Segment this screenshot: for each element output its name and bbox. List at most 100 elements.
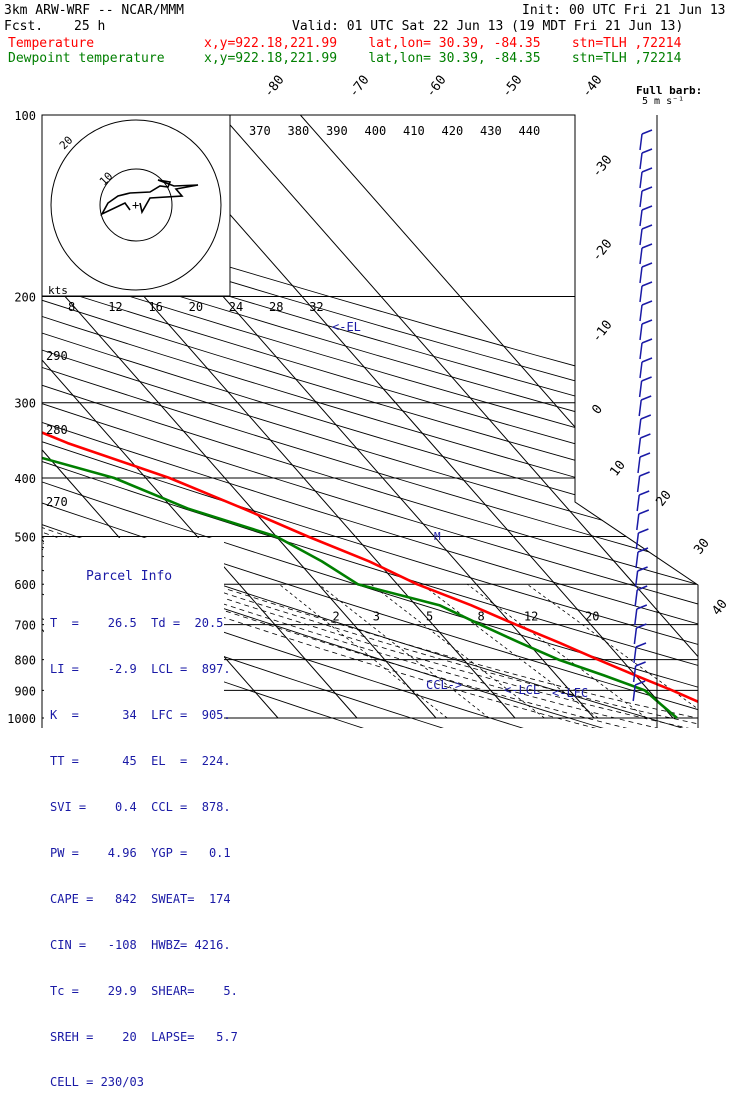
dry-adiabat — [42, 115, 698, 728]
wind-barb-flag — [638, 490, 650, 496]
init-time: Init: 00 UTC Fri 21 Jun 13 — [522, 3, 726, 18]
wind-barb-flag — [639, 471, 650, 477]
wind-barb — [633, 646, 637, 664]
dry-adiabat — [42, 115, 698, 728]
dry-adiabat — [42, 115, 452, 728]
pressure-tick-label: 700 — [14, 619, 36, 633]
el-marker: <-EL — [332, 320, 361, 334]
hodograph-units: kts — [48, 284, 68, 297]
wind-barb — [639, 209, 643, 227]
hodograph-speed-label: 8 — [68, 300, 75, 314]
pressure-tick-label: 800 — [14, 654, 36, 668]
isotherm-label: -30 — [589, 153, 615, 181]
wind-barb-flag — [640, 433, 651, 439]
hodograph-origin: + — [132, 198, 139, 212]
wind-barb — [632, 665, 637, 683]
theta-label: 440 — [519, 124, 541, 138]
wind-barb — [637, 437, 642, 455]
theta-label: 370 — [249, 124, 271, 138]
wind-barb — [639, 152, 643, 170]
mixing-ratio-label: 5 — [426, 610, 433, 624]
theta-label: 430 — [480, 124, 502, 138]
dry-adiabat-label: 270 — [46, 495, 68, 509]
dry-adiabat — [42, 115, 698, 728]
mixing-ratio-line — [466, 583, 647, 719]
wind-barb-flag — [641, 376, 652, 382]
dry-adiabat — [42, 115, 372, 728]
isotherm-line — [42, 115, 437, 719]
wind-barb — [639, 361, 643, 379]
wind-barb-flag — [641, 186, 653, 192]
mixing-ratio-label: 3 — [373, 610, 380, 624]
parcel-row: PW = 4.96 YGP = 0.1 — [50, 845, 231, 860]
wind-barb — [639, 323, 643, 341]
wind-barb — [639, 247, 643, 265]
barb-legend-title: Full barb: — [636, 84, 702, 97]
isotherm-line — [42, 115, 358, 719]
lfc-marker: <-LFC — [552, 686, 588, 700]
parcel-row: CIN = -108 HWBZ= 4216. — [50, 937, 231, 952]
moist-adiabat — [42, 296, 669, 728]
dry-adiabat — [42, 115, 698, 728]
dry-adiabat-label: 280 — [46, 423, 68, 437]
isotherm-line — [141, 115, 674, 719]
parcel-row: LI = -2.9 LCL = 897. — [50, 662, 231, 677]
isotherm-label: -40 — [579, 73, 605, 101]
model-title: 3km ARW-WRF -- NCAR/MMM — [4, 3, 185, 18]
wind-barb — [637, 456, 641, 474]
wind-barb-flag — [641, 243, 653, 249]
wind-barb — [639, 171, 643, 189]
isotherm-label: 30 — [691, 536, 712, 558]
hodograph-speed-label: 20 — [189, 300, 203, 314]
wind-barb — [639, 304, 643, 322]
mixing-ratio-label: 2 — [333, 610, 340, 624]
barb-legend-units: 5 m s⁻¹ — [642, 96, 684, 107]
pressure-tick-label: 900 — [14, 684, 36, 698]
hodograph-speed-label: 24 — [229, 300, 243, 314]
isotherm-label: -80 — [261, 73, 287, 101]
dry-adiabat — [42, 115, 698, 728]
wind-barb-flag — [641, 357, 653, 363]
parcel-row: TT = 45 EL = 224. — [50, 754, 231, 769]
dry-adiabat — [42, 115, 698, 728]
dry-adiabat — [42, 115, 698, 728]
wind-barb-flag — [641, 148, 653, 154]
hodograph-speed-label: 32 — [309, 300, 323, 314]
wind-barb — [639, 285, 643, 303]
dry-adiabat — [42, 115, 698, 728]
pressure-tick-label: 200 — [14, 291, 36, 305]
wind-barb — [632, 684, 636, 702]
parcel-row: CELL = 230/03 — [50, 1075, 144, 1090]
parcel-row: SVI = 0.4 CCL = 878. — [50, 800, 231, 815]
wind-barb — [635, 532, 640, 550]
hodograph-speed-label: 16 — [148, 300, 162, 314]
temperature-legend: Temperature — [8, 36, 95, 51]
wind-barb — [633, 627, 638, 645]
hodograph-frame — [41, 114, 231, 297]
parcel-row: T = 26.5 Td = 20.5 — [50, 616, 224, 631]
wind-barb-flag — [641, 300, 653, 306]
wind-barb-flag — [635, 642, 647, 648]
dry-adiabat — [42, 115, 698, 728]
wind-barb-flag — [641, 205, 653, 211]
pressure-tick-label: 1000 — [7, 712, 36, 726]
pressure-tick-label: 500 — [14, 530, 36, 544]
wind-barb-flag — [641, 224, 653, 230]
wind-barb-flag — [640, 414, 652, 420]
parcel-row: CAPE = 842 SWEAT= 174 — [50, 891, 231, 906]
hodograph-speed-label: 28 — [269, 300, 283, 314]
wind-barb — [639, 228, 643, 246]
wind-barb-flag — [635, 661, 646, 667]
hodograph-trace — [100, 179, 199, 216]
mixing-ratio-line — [421, 583, 599, 719]
mixing-ratio-label: 12 — [524, 610, 538, 624]
wind-barb — [634, 608, 638, 626]
temperature-profile — [42, 115, 698, 720]
wind-barb-flag — [637, 566, 648, 572]
wind-barb-flag — [640, 395, 652, 401]
pressure-tick-label: 400 — [14, 472, 36, 486]
pressure-tick-label: 100 — [14, 109, 36, 123]
hodograph-ring-inner — [99, 168, 173, 242]
dry-adiabat — [42, 115, 698, 728]
temperature-location: x,y=922.18,221.99 lat,lon= 30.39, -84.35… — [204, 36, 682, 51]
